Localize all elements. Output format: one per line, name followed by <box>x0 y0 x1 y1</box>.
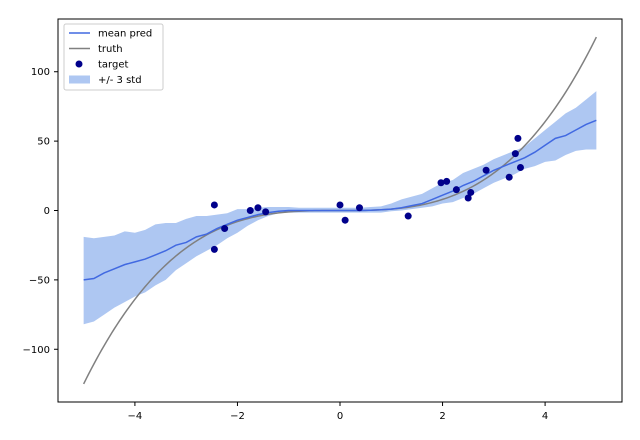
target-point <box>246 207 254 214</box>
x-tick-label: 0 <box>337 411 343 422</box>
y-tick-label: 50 <box>37 137 50 148</box>
target-point <box>210 201 218 209</box>
target-point <box>514 134 522 142</box>
target-point <box>443 177 451 185</box>
mean-pred-line <box>83 119 597 281</box>
y-tick-label: 100 <box>31 67 50 78</box>
target-point <box>511 150 519 158</box>
target-point <box>404 212 412 220</box>
target-point <box>516 163 524 171</box>
legend-label: mean pred <box>98 29 152 40</box>
x-tick-label: 4 <box>542 411 548 422</box>
target-point <box>482 166 490 174</box>
target-point <box>355 204 363 212</box>
target-point <box>437 179 445 187</box>
y-tick-label: −50 <box>29 275 50 286</box>
legend-label: +/- 3 std <box>98 75 142 86</box>
target-point <box>452 186 460 194</box>
x-tick-label: −4 <box>128 411 143 422</box>
target-point <box>464 194 472 202</box>
target-point <box>254 204 262 212</box>
y-tick-label: −100 <box>23 345 50 356</box>
legend-swatch <box>69 75 90 84</box>
x-tick-label: 2 <box>439 411 445 422</box>
legend-swatch <box>75 60 83 68</box>
target-point <box>210 245 218 253</box>
legend-label: truth <box>98 44 123 55</box>
legend-label: target <box>98 60 128 71</box>
x-axis: −4 −2 0 2 4 <box>128 402 548 422</box>
target-point <box>221 225 229 233</box>
y-tick-label: 0 <box>44 206 50 217</box>
target-point <box>467 188 475 196</box>
plot-area <box>82 36 598 385</box>
target-point <box>505 173 513 181</box>
legend-box <box>63 23 164 91</box>
target-point <box>341 216 349 224</box>
y-axis: −100 −50 0 50 100 <box>23 67 58 356</box>
target-point <box>336 201 344 209</box>
x-tick-label: −2 <box>230 411 245 422</box>
legend: mean pred truth target +/- 3 std <box>63 23 164 91</box>
target-point <box>262 208 270 216</box>
